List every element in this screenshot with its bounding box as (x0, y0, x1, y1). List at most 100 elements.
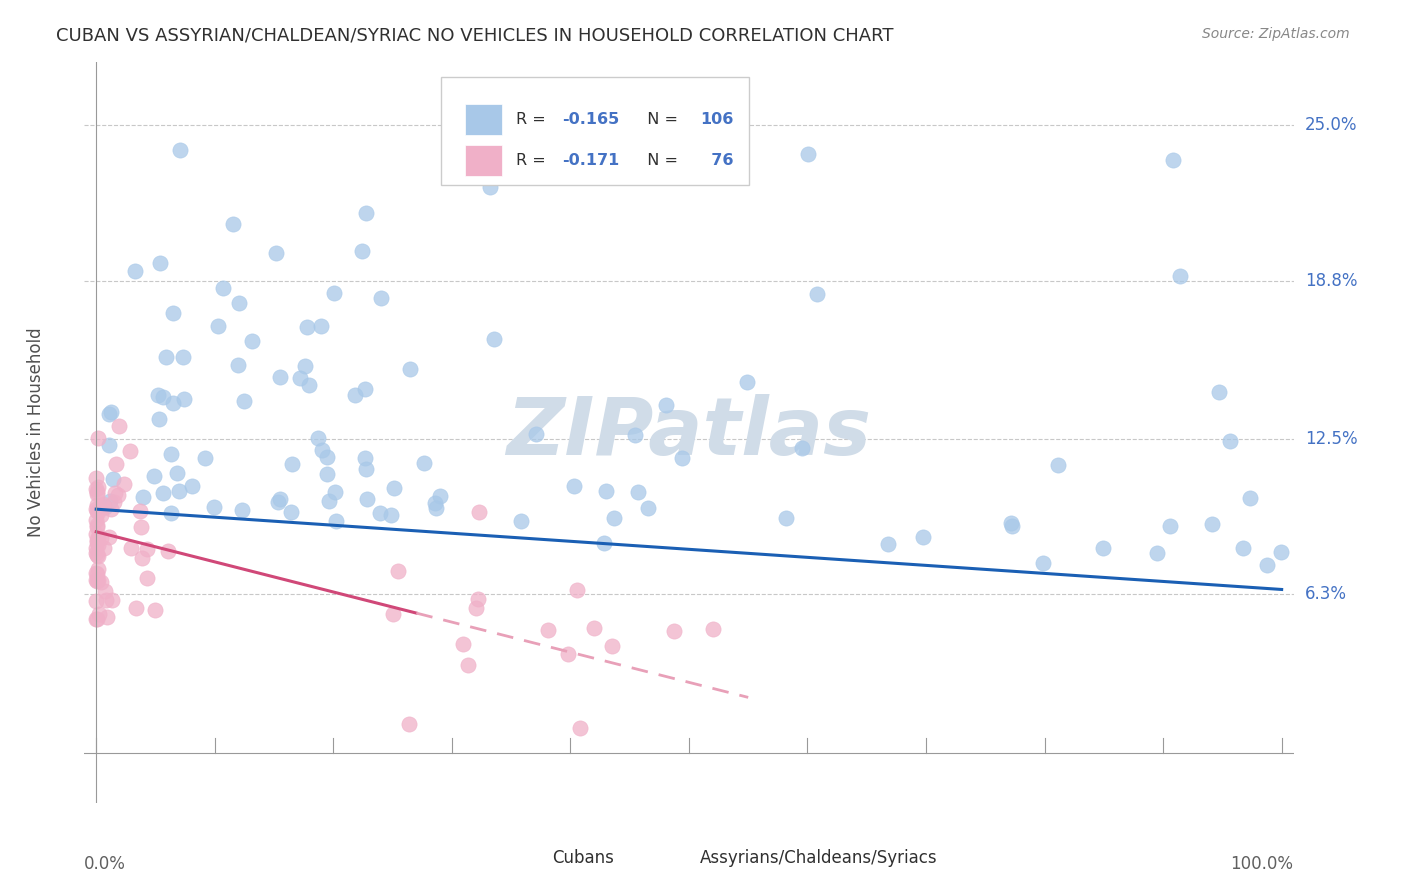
Point (232, 393, 254, 408)
Point (207, 318, 229, 333)
Bar (661, 846, 685, 871)
Point (627, 484, 650, 499)
Text: Assyrians/Chaldeans/Syriacs: Assyrians/Chaldeans/Syriacs (700, 849, 938, 867)
Point (911, 530, 934, 544)
Point (87, 431, 110, 445)
Point (425, 500, 447, 515)
Point (595, 484, 617, 499)
Point (269, 492, 291, 507)
Point (87, 505, 110, 519)
Point (877, 537, 900, 551)
Text: -0.171: -0.171 (562, 153, 619, 168)
Text: ZIPatlas: ZIPatlas (506, 393, 872, 472)
Point (562, 478, 585, 492)
Point (173, 392, 195, 406)
Point (84, 612, 107, 626)
Text: No Vehicles in Household: No Vehicles in Household (27, 327, 45, 538)
Point (86, 612, 108, 626)
Point (84, 502, 107, 516)
Point (318, 494, 340, 508)
Point (352, 244, 374, 258)
Point (1239, 491, 1261, 506)
Point (143, 469, 166, 483)
Point (266, 495, 288, 509)
Point (181, 479, 204, 493)
Text: 18.8%: 18.8% (1305, 272, 1357, 290)
Point (100, 493, 122, 508)
Point (86, 471, 108, 485)
Point (582, 621, 605, 635)
Point (240, 334, 263, 348)
Point (136, 541, 159, 556)
Point (226, 358, 249, 372)
Point (155, 350, 177, 364)
Point (162, 396, 184, 410)
Point (108, 419, 131, 434)
Point (129, 504, 152, 518)
Point (325, 514, 347, 528)
Point (124, 264, 146, 278)
Point (592, 536, 614, 550)
Point (120, 443, 142, 458)
Point (354, 462, 377, 476)
Point (425, 496, 447, 510)
Text: 0.0%: 0.0% (84, 855, 127, 872)
Point (90, 531, 112, 545)
Point (457, 658, 479, 673)
Point (120, 541, 142, 555)
Point (107, 488, 129, 502)
Point (166, 467, 188, 481)
Point (524, 426, 547, 441)
Point (86, 518, 108, 533)
Point (152, 485, 174, 500)
Point (280, 505, 302, 519)
Bar (465, 104, 502, 136)
Point (382, 481, 405, 495)
Point (602, 511, 624, 525)
Point (1201, 516, 1223, 531)
Point (86, 574, 108, 588)
Point (387, 565, 409, 579)
Point (104, 486, 127, 500)
Point (467, 592, 489, 607)
Point (157, 544, 180, 558)
Point (87, 538, 110, 552)
Point (429, 489, 451, 503)
Point (136, 571, 159, 585)
Point (1256, 558, 1278, 572)
Point (231, 503, 253, 517)
Text: 76: 76 (700, 153, 734, 168)
Text: 100.0%: 100.0% (1230, 855, 1294, 872)
Text: 25.0%: 25.0% (1305, 116, 1357, 134)
Point (557, 647, 579, 661)
Point (382, 607, 405, 622)
Point (86, 535, 108, 549)
Text: 106: 106 (700, 112, 733, 128)
Point (1232, 541, 1254, 555)
Point (222, 218, 245, 232)
Point (797, 146, 820, 161)
Point (86, 498, 108, 512)
Text: 6.3%: 6.3% (1305, 585, 1347, 604)
Point (1161, 153, 1184, 167)
Point (87, 549, 110, 564)
Point (567, 582, 589, 597)
Point (86, 487, 108, 501)
Point (662, 624, 685, 639)
Bar (513, 846, 538, 871)
Text: R =: R = (516, 153, 551, 168)
Point (86, 485, 108, 500)
Point (146, 388, 169, 402)
Point (294, 359, 316, 374)
Text: Cubans: Cubans (553, 849, 614, 867)
Point (655, 398, 678, 412)
Text: N =: N = (637, 112, 683, 128)
Point (86, 527, 108, 541)
Point (398, 717, 420, 731)
Point (775, 511, 797, 525)
Point (637, 500, 659, 515)
Point (311, 443, 333, 458)
Point (86, 548, 108, 562)
Point (84, 546, 107, 560)
Point (103, 494, 125, 508)
